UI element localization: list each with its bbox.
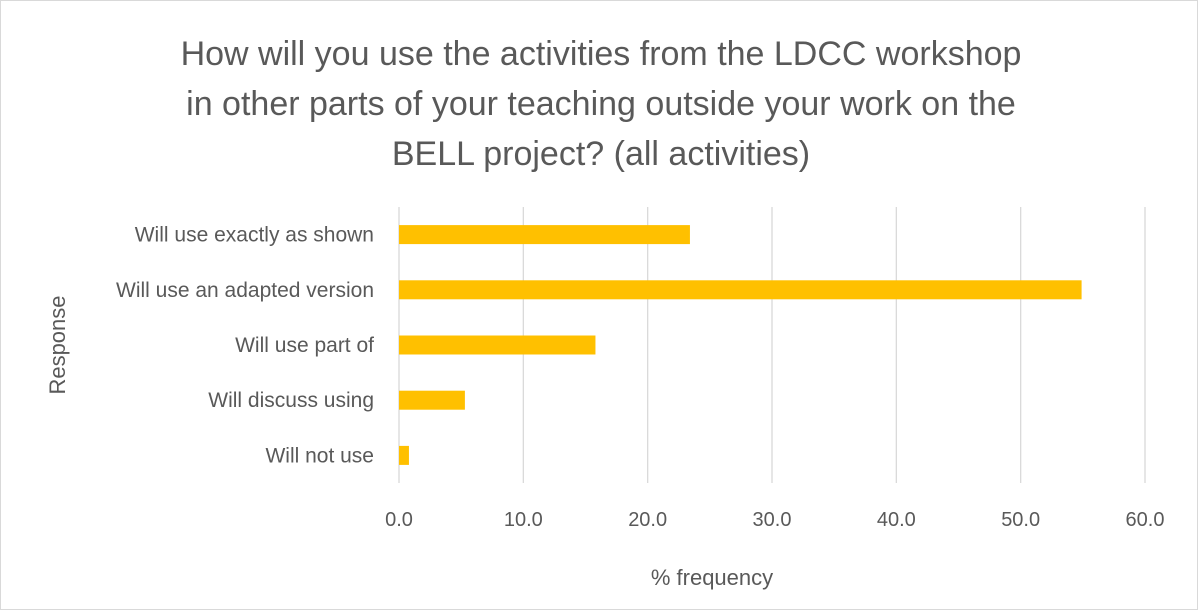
x-axis-title: % frequency	[651, 565, 773, 590]
category-label: Will use part of	[235, 334, 374, 357]
x-tick-label: 30.0	[753, 509, 792, 531]
chart-title: How will you use the activities from the…	[180, 35, 1022, 173]
x-tick-label: 50.0	[1001, 509, 1040, 531]
x-tick-label: 10.0	[504, 509, 543, 531]
x-tick-label: 0.0	[385, 509, 413, 531]
bar	[399, 225, 690, 245]
bar	[399, 445, 409, 465]
category-label: Will discuss using	[208, 389, 374, 412]
category-label: Will use an adapted version	[116, 279, 374, 302]
bar	[399, 335, 596, 355]
x-tick-label: 20.0	[628, 509, 667, 531]
bar	[399, 280, 1082, 300]
bar	[399, 390, 465, 410]
y-axis-title: Response	[45, 295, 70, 394]
category-label: Will not use	[265, 444, 374, 467]
category-label: Will use exactly as shown	[135, 224, 374, 247]
x-tick-label: 40.0	[877, 509, 916, 531]
x-tick-label: 60.0	[1126, 509, 1165, 531]
